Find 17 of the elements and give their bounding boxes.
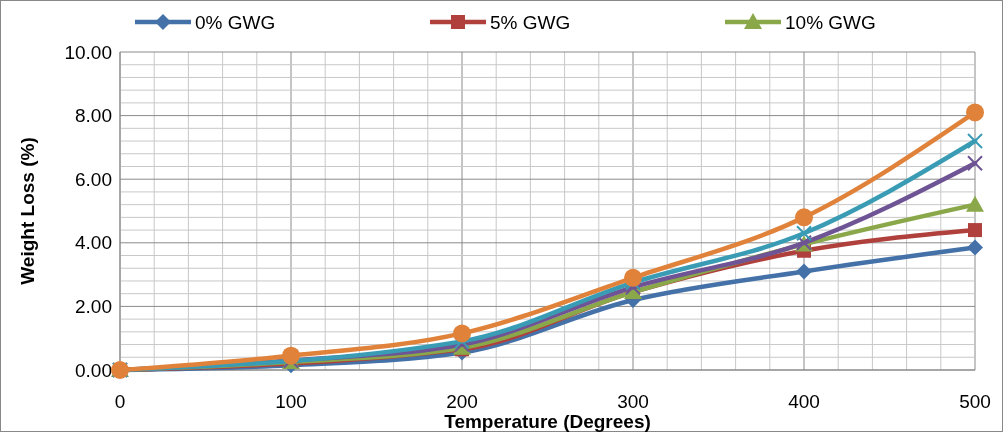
- legend-label: 0% GWG: [195, 11, 276, 33]
- y-tick-label: 4.00: [75, 232, 112, 254]
- x-tick-label: 300: [617, 391, 649, 412]
- y-tick-label: 8.00: [75, 105, 112, 127]
- x-tick-label: 500: [959, 391, 991, 412]
- x-tick-label: 200: [446, 391, 478, 412]
- y-tick-label: 6.00: [75, 168, 112, 190]
- x-tick-label: 100: [275, 391, 307, 412]
- y-tick-label: 10.00: [64, 41, 112, 63]
- y-tick-label: 2.00: [75, 296, 112, 318]
- y-tick-label: 0.00: [75, 359, 112, 381]
- x-axis-title: Temperature (Degrees): [444, 411, 651, 432]
- y-axis-title: Weight Loss (%): [17, 137, 38, 285]
- x-tick-label: 0: [114, 391, 126, 412]
- legend-label: 10% GWG: [785, 11, 876, 33]
- x-tick-label: 400: [788, 391, 820, 412]
- legend-label: 5% GWG: [490, 11, 571, 33]
